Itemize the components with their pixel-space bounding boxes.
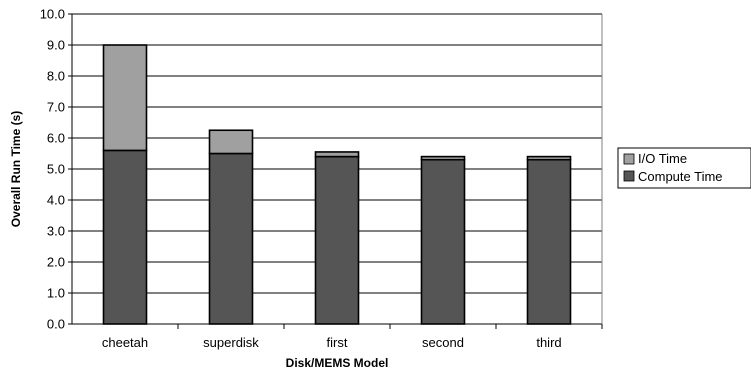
x-tick-labels: cheetah superdisk first second third (102, 324, 603, 350)
bars (102, 44, 572, 325)
y-tick-label: 1.0 (47, 286, 65, 301)
y-tick-label: 5.0 (47, 162, 65, 177)
bar-compute-time-superdisk (208, 152, 254, 325)
bar-i-o-time-second (420, 155, 466, 161)
bar-compute-time-second (420, 158, 466, 325)
y-tick-label: 6.0 (47, 131, 65, 146)
y-tick-label: 9.0 (47, 38, 65, 53)
bar-compute-time-third (526, 158, 572, 325)
y-tick-label: 0.0 (47, 317, 65, 332)
legend-swatch-io-time (623, 153, 635, 165)
y-tick-label: 7.0 (47, 100, 65, 115)
legend: I/O Time Compute Time (617, 147, 751, 189)
x-tick-label: cheetah (102, 335, 148, 350)
y-tick-label: 3.0 (47, 224, 65, 239)
bar-compute-time-first (314, 155, 360, 325)
bar-i-o-time-first (314, 151, 360, 158)
bar-i-o-time-third (526, 155, 572, 161)
bar-i-o-time-superdisk (208, 129, 254, 155)
legend-box (617, 147, 751, 189)
y-tick-label: 4.0 (47, 193, 65, 208)
x-tick-label: first (327, 335, 348, 350)
y-tick-labels: 0.0 1.0 2.0 3.0 4.0 5.0 6.0 7.0 8.0 9.0 10.0 (40, 7, 72, 332)
x-tick-label: second (422, 335, 464, 350)
x-tick-label: third (536, 335, 561, 350)
x-axis-title: Disk/MEMS Model (286, 356, 389, 370)
y-tick-label: 10.0 (40, 7, 65, 22)
legend-label-compute-time: Compute Time (638, 169, 723, 184)
bar-compute-time-cheetah (102, 149, 148, 325)
legend-label-io-time: I/O Time (638, 151, 687, 166)
y-tick-label: 8.0 (47, 69, 65, 84)
y-tick-label: 2.0 (47, 255, 65, 270)
bar-i-o-time-cheetah (102, 44, 148, 152)
x-tick-label: superdisk (203, 335, 259, 350)
legend-swatch-compute-time (623, 170, 635, 182)
y-axis-title: Overall Run Time (s) (9, 111, 23, 227)
